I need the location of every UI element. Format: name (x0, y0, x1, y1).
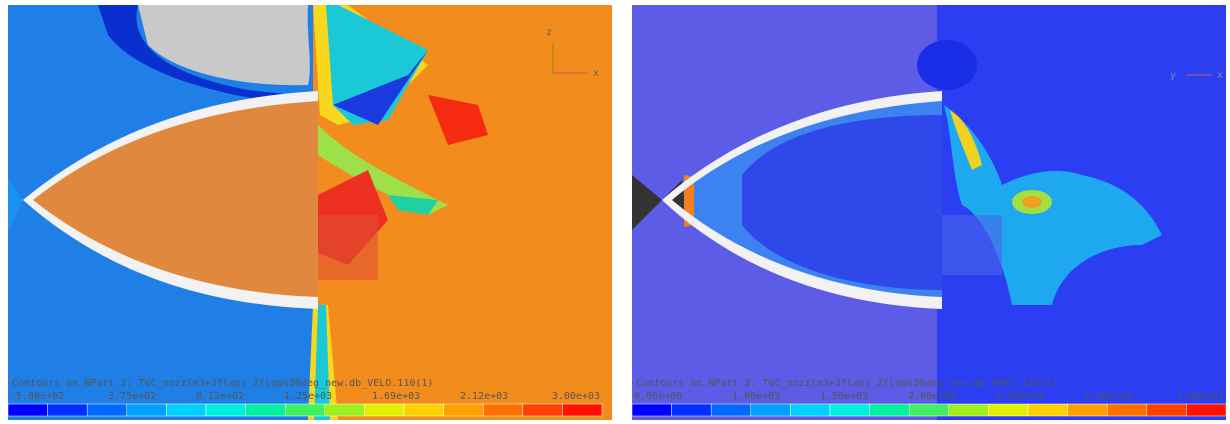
colorbar-segment (285, 404, 325, 416)
colorbar-segment (632, 404, 672, 416)
colorbar-segment (246, 404, 286, 416)
colorbar-segment (404, 404, 444, 416)
colorbar-segment (672, 404, 712, 416)
low-pressure (917, 40, 977, 90)
colorbar-segment (562, 404, 602, 416)
scale-label: 0.00e+00 (634, 391, 682, 402)
colorbar-segment (206, 404, 246, 416)
axis-label: x (593, 68, 599, 79)
pressure-panel: y x (632, 5, 1226, 420)
colorbar-segment (1186, 404, 1226, 416)
colorbar-segment (909, 404, 949, 416)
scale-label: 8.12e+02 (196, 391, 244, 402)
colorbar-segment (1147, 404, 1187, 416)
colorbar-segment (48, 404, 88, 416)
colorbar-segment (711, 404, 751, 416)
scale-label: 3.75e+02 (108, 391, 156, 402)
colorbar-segment (166, 404, 206, 416)
flap (942, 215, 1002, 275)
scale-label: 1.25e+03 (284, 391, 332, 402)
colorbar-segment (830, 404, 870, 416)
colorbar-segment (1068, 404, 1108, 416)
velocity-panel: z x (8, 5, 612, 420)
colorbar-segment (523, 404, 563, 416)
scale-label: 1.69e+03 (372, 391, 420, 402)
caption: Contours on NPart_2: TVC_nozzle3+3flaps_… (636, 378, 1057, 389)
axis-label: z (546, 27, 552, 38)
colorbar-segment (8, 404, 48, 416)
scale-label: -5.00e+02 (10, 391, 64, 402)
colorbar-segment (483, 404, 523, 416)
colorbar-segment (988, 404, 1028, 416)
axis-label: x (1217, 70, 1223, 81)
colorbar-segment (1107, 404, 1147, 416)
colorbar-segment (1028, 404, 1068, 416)
colorbar-segment (87, 404, 127, 416)
caption: Contours on NPart_2: TVC_nozzle3+3flaps_… (12, 378, 433, 389)
scale-label: 4.00e+03 (1176, 391, 1224, 402)
scale-label: 2.50e+03 (996, 391, 1044, 402)
colorbar-segment (127, 404, 167, 416)
colorbar-segment (751, 404, 791, 416)
scale-label: 2.00e+03 (908, 391, 956, 402)
scale-label: 2.12e+03 (460, 391, 508, 402)
screenshot: z x y x Contours on NPart_2: TVC_nozzle3… (0, 0, 1230, 420)
flap (318, 215, 378, 280)
axis-label: y (1170, 70, 1176, 81)
colorbar-segment (790, 404, 830, 416)
page: z x y x Contours on NPart_2: TVC_nozzle3… (0, 0, 1230, 420)
scale-label: 3.00e+03 (552, 391, 600, 402)
scale-label: 3.00e+03 (1084, 391, 1132, 402)
scale-label: 1.50e+03 (820, 391, 868, 402)
colorbar-segment (870, 404, 910, 416)
colorbar-segment (444, 404, 484, 416)
colorbar-segment (949, 404, 989, 416)
colorbar-segment (364, 404, 404, 416)
scale-label: 1.00e+03 (732, 391, 780, 402)
colorbar-segment (325, 404, 365, 416)
jet-spot-core (1022, 196, 1042, 208)
